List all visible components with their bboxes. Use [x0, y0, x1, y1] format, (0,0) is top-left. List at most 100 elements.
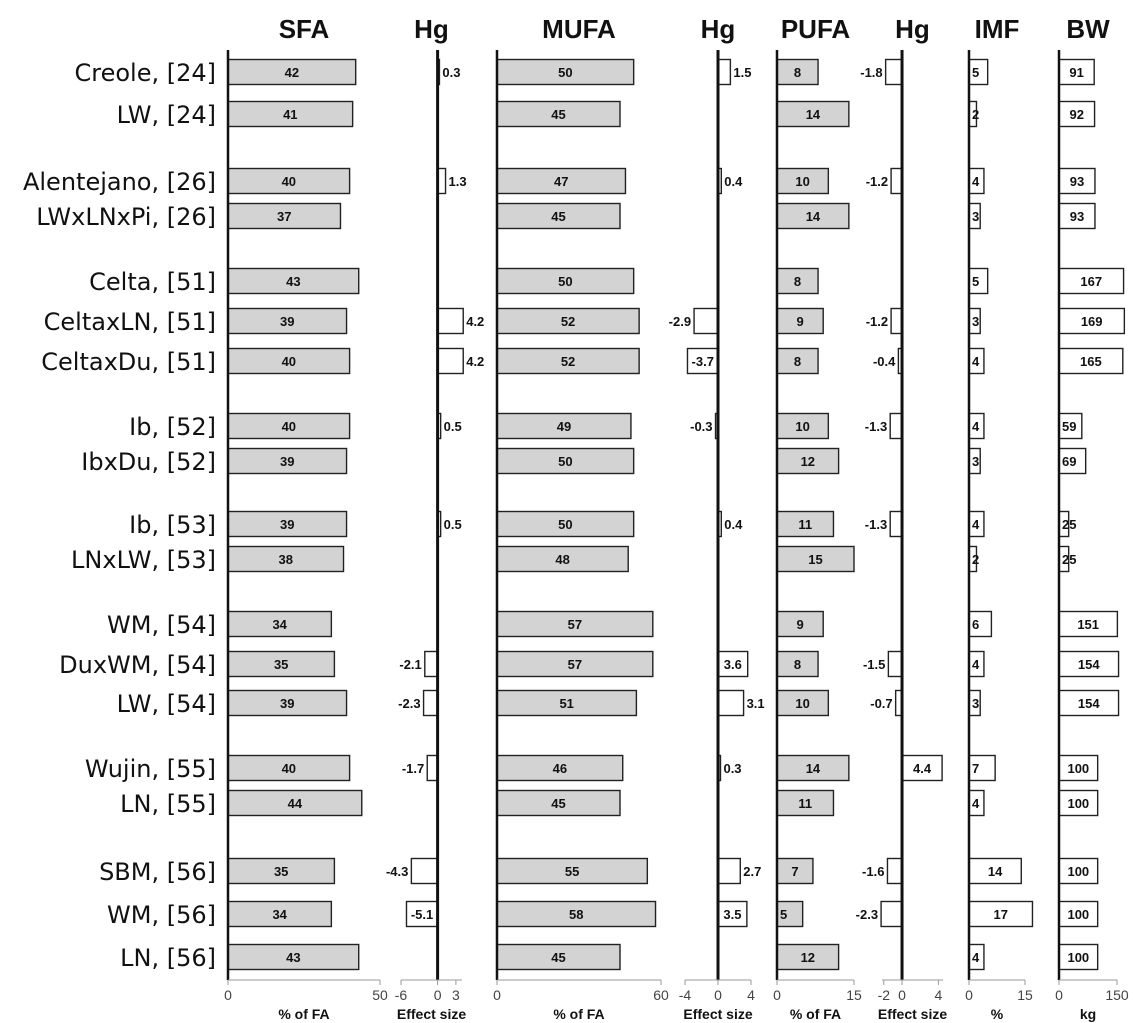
bar — [1058, 307, 1126, 335]
x-tick-label: 0 — [965, 987, 973, 1003]
data-label: 35 — [274, 864, 288, 879]
bar — [496, 267, 635, 295]
data-label: 154 — [1078, 696, 1100, 711]
bar — [1058, 202, 1096, 230]
data-label: 45 — [551, 107, 565, 122]
data-label: -1.8 — [860, 65, 882, 80]
panel-sfa-0: SFA 42 41 40 37 43 39 40 40 39 39 38 34 35 39 40 44 35 34 4… — [224, 14, 388, 1022]
data-label: 151 — [1077, 617, 1099, 632]
bar — [886, 857, 903, 885]
data-label: 2 — [972, 552, 979, 567]
bar — [1058, 610, 1119, 638]
data-label: 100 — [1067, 796, 1089, 811]
data-label: 5 — [972, 65, 979, 80]
bar — [884, 58, 903, 86]
panel-title: IMF — [975, 14, 1020, 44]
panel-hg-3: Hg 1.5 0.4 -2.9 -3.7 -0.3 0.4 3.6 3.1 0.3 2.7 3.5 -4… — [669, 14, 765, 1022]
bar — [717, 900, 748, 928]
bar — [227, 943, 360, 971]
data-label: -2.3 — [856, 907, 878, 922]
row-label: Creole, [24] — [74, 59, 216, 87]
data-label: 50 — [558, 274, 572, 289]
row-label: IbxDu, [52] — [81, 448, 216, 476]
data-label: 8 — [794, 354, 801, 369]
x-tick-label: -6 — [395, 987, 408, 1003]
bar — [227, 202, 342, 230]
data-label: 91 — [1069, 65, 1083, 80]
data-label: 4 — [972, 174, 980, 189]
data-label: 39 — [280, 314, 294, 329]
bar — [227, 267, 360, 295]
data-label: -1.3 — [865, 517, 887, 532]
bar — [776, 58, 819, 86]
data-label: 45 — [551, 950, 565, 965]
x-axis-label: Effect size — [878, 1006, 947, 1022]
data-label: 40 — [282, 174, 296, 189]
bar — [496, 545, 629, 573]
data-label: 14 — [806, 209, 821, 224]
bar — [776, 100, 850, 128]
row-label: Alentejano, [26] — [23, 168, 216, 196]
data-label: 45 — [551, 796, 565, 811]
bar — [410, 857, 439, 885]
data-label: 3 — [972, 696, 979, 711]
data-label: 4.2 — [466, 354, 484, 369]
data-label: 40 — [282, 354, 296, 369]
data-label: 17 — [993, 907, 1007, 922]
data-label: 39 — [280, 517, 294, 532]
bar — [1058, 167, 1096, 195]
bar — [880, 900, 903, 928]
data-label: 8 — [794, 65, 801, 80]
data-label: 1.3 — [449, 174, 467, 189]
data-label: 37 — [277, 209, 291, 224]
data-label: 11 — [798, 796, 812, 811]
bar — [227, 754, 351, 782]
bar — [776, 900, 804, 928]
bar — [496, 412, 632, 440]
data-label: 3.1 — [747, 696, 765, 711]
data-label: 93 — [1070, 209, 1084, 224]
data-label: 93 — [1070, 174, 1084, 189]
bar — [227, 610, 333, 638]
bar — [776, 307, 824, 335]
data-label: 0.5 — [444, 419, 462, 434]
data-label: 3 — [972, 209, 979, 224]
data-label: 165 — [1080, 354, 1102, 369]
bar — [1058, 689, 1120, 717]
bar — [693, 307, 719, 335]
x-tick-label: 0 — [898, 987, 906, 1003]
data-label: 2 — [972, 107, 979, 122]
data-label: 25 — [1062, 517, 1076, 532]
panel-imf-6: IMF 5 2 4 3 5 3 4 4 3 4 2 6 4 3 7 4 14 17 4 0 15% — [965, 14, 1034, 1022]
chart-panels: SFA4241403743394040393938343539404435344… — [224, 14, 1129, 1022]
bar — [496, 689, 638, 717]
bar — [496, 510, 635, 538]
data-label: 7 — [972, 761, 979, 776]
bar — [496, 447, 635, 475]
panel-title: MUFA — [542, 14, 616, 44]
bar — [436, 347, 464, 375]
data-label: 12 — [801, 454, 815, 469]
data-label: 45 — [551, 209, 565, 224]
panel-mufa-2: MUFA 50 45 47 45 50 52 52 49 50 50 48 57 57 51 46 45 55 58… — [493, 14, 669, 1022]
data-label: 57 — [568, 617, 582, 632]
x-tick-label: 0 — [1055, 987, 1063, 1003]
data-label: 0.4 — [724, 517, 743, 532]
row-label: CeltaxDu, [51] — [41, 348, 216, 376]
data-label: 2.7 — [743, 864, 761, 879]
bar — [890, 167, 903, 195]
bar — [776, 202, 850, 230]
data-label: 44 — [288, 796, 303, 811]
data-label: 35 — [274, 657, 288, 672]
data-label: 6 — [972, 617, 979, 632]
row-label: WM, [54] — [107, 611, 216, 639]
data-label: 14 — [806, 107, 821, 122]
panel-title: PUFA — [781, 14, 851, 44]
panel-title: SFA — [279, 14, 330, 44]
bar — [717, 650, 749, 678]
data-label: 49 — [557, 419, 571, 434]
panel-bw-7: BW 91 92 93 93 167 169 165 59 69 25 25 151 154 154 100 1… — [1055, 14, 1129, 1022]
data-label: 52 — [561, 354, 575, 369]
data-label: -0.4 — [873, 354, 896, 369]
x-tick-label: 15 — [1017, 987, 1033, 1003]
